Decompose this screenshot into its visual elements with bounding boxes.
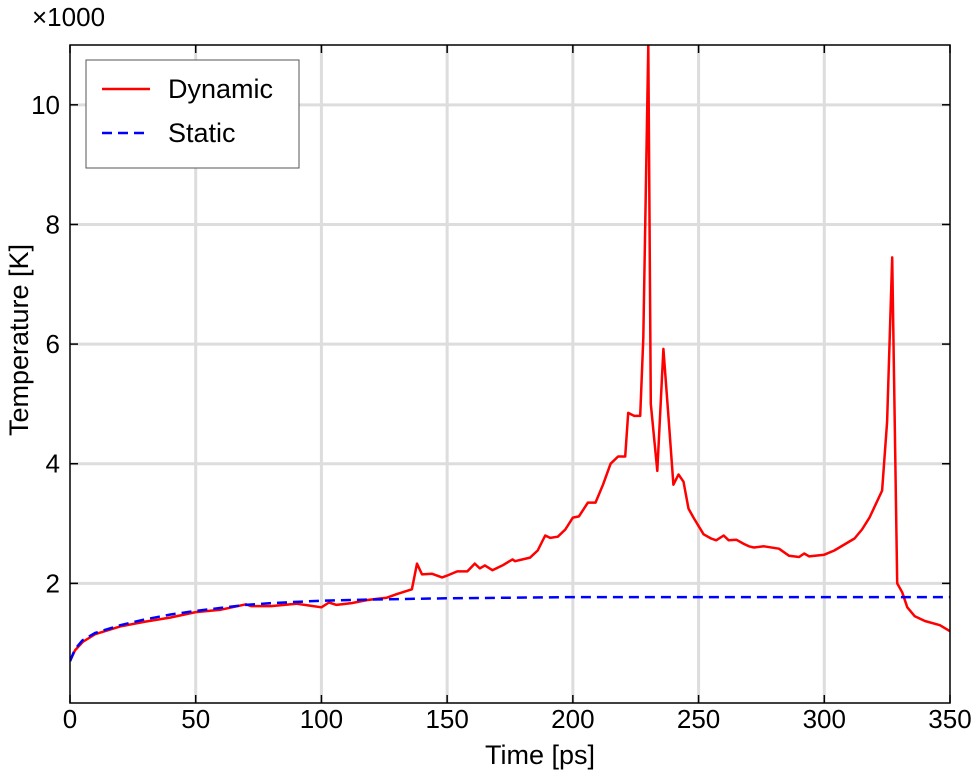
y-axis-label: Temperature [K]: [4, 244, 34, 436]
legend-label-static: Static: [168, 118, 236, 148]
x-tick-label: 50: [181, 704, 210, 734]
y-tick-label: 8: [46, 209, 60, 239]
y-multiplier-label: ×1000: [32, 2, 105, 32]
legend: Dynamic Static: [85, 59, 300, 169]
legend-label-dynamic: Dynamic: [168, 74, 273, 104]
x-tick-label: 0: [63, 704, 77, 734]
y-tick-label: 2: [46, 568, 60, 598]
y-tick-label: 6: [46, 329, 60, 359]
y-tick-label: 10: [31, 90, 60, 120]
x-tick-label: 350: [928, 704, 971, 734]
x-tick-label: 250: [677, 704, 720, 734]
x-axis-label: Time [ps]: [485, 740, 595, 770]
series-line-dynamic: [70, 45, 950, 662]
plot-frame: [69, 44, 951, 704]
x-tick-label: 200: [551, 704, 594, 734]
y-tick-label: 4: [46, 449, 60, 479]
ticks: 0 50 100 150 200 250 300 350 2 4 6 8 10: [31, 45, 972, 734]
series-line-static: [70, 595, 950, 662]
x-tick-label: 100: [300, 704, 343, 734]
series-lines: [70, 45, 950, 662]
x-tick-label: 300: [803, 704, 846, 734]
legend-box: [85, 59, 300, 169]
x-tick-label: 150: [425, 704, 468, 734]
